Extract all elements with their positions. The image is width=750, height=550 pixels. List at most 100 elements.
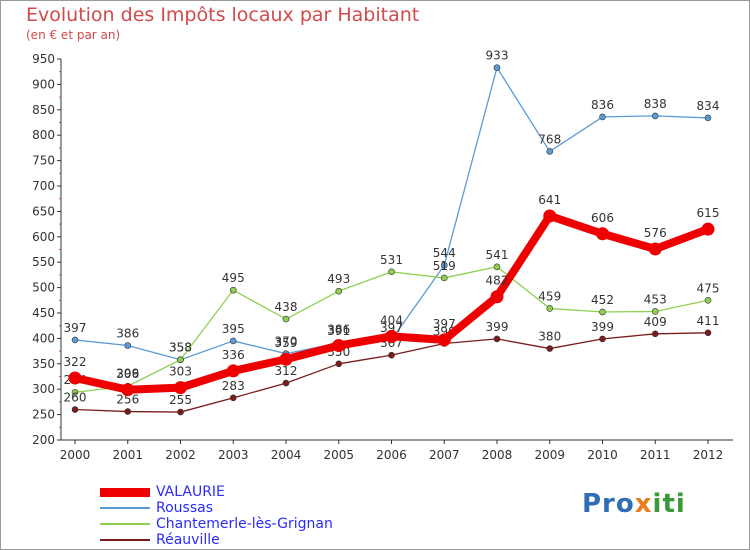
data-label-valaurie-2005: 386 bbox=[327, 323, 350, 337]
data-label-chantemerle-l-s-grignan-2003: 495 bbox=[222, 271, 245, 285]
data-point-chantemerle-l-s-grignan-2009 bbox=[546, 305, 554, 312]
data-label-valaurie-2006: 404 bbox=[380, 313, 403, 327]
proxiti-logo: Proxiti bbox=[582, 489, 686, 519]
data-label-chantemerle-l-s-grignan-2006: 531 bbox=[380, 253, 403, 267]
data-label-roussas-2004: 370 bbox=[275, 335, 298, 349]
data-point-chantemerle-l-s-grignan-2010 bbox=[599, 308, 606, 316]
x-tick-label-2011: 2011 bbox=[640, 448, 671, 462]
data-label-r-auville-2003: 283 bbox=[222, 379, 245, 393]
data-point-r-auville-2001 bbox=[124, 408, 132, 415]
legend-item-roussas: Roussas bbox=[100, 500, 333, 516]
data-point-r-auville-2009 bbox=[546, 345, 554, 352]
data-point-valaurie-2008 bbox=[490, 290, 504, 304]
data-point-valaurie-2010 bbox=[596, 227, 609, 241]
data-point-chantemerle-l-s-grignan-2003 bbox=[229, 286, 237, 294]
y-tick-label-550: 550 bbox=[32, 255, 55, 269]
data-point-chantemerle-l-s-grignan-2008 bbox=[493, 263, 501, 271]
data-label-valaurie-2003: 336 bbox=[222, 348, 245, 362]
data-label-roussas-2009: 768 bbox=[538, 132, 561, 146]
data-point-r-auville-2010 bbox=[599, 335, 606, 343]
legend-label-reauville: Réauville bbox=[156, 532, 220, 548]
chart-title: Evolution des Impôts locaux par Habitant bbox=[26, 4, 420, 26]
data-point-valaurie-2009 bbox=[543, 209, 557, 223]
data-point-roussas-2009 bbox=[546, 148, 554, 155]
data-label-roussas-2011: 838 bbox=[644, 97, 667, 111]
data-label-chantemerle-l-s-grignan-2007: 519 bbox=[433, 259, 456, 273]
data-label-chantemerle-l-s-grignan-2010: 452 bbox=[591, 293, 614, 307]
data-point-r-auville-2011 bbox=[651, 330, 659, 338]
data-label-r-auville-2004: 312 bbox=[275, 364, 298, 378]
data-label-roussas-2005: 391 bbox=[327, 324, 350, 338]
data-point-chantemerle-l-s-grignan-2007 bbox=[440, 274, 448, 282]
data-point-r-auville-2002 bbox=[177, 408, 184, 416]
data-point-valaurie-2012 bbox=[701, 222, 715, 236]
data-label-chantemerle-l-s-grignan-2005: 493 bbox=[327, 272, 350, 286]
data-label-roussas-2010: 836 bbox=[591, 98, 614, 112]
data-point-valaurie-2011 bbox=[648, 242, 662, 256]
y-tick-label-400: 400 bbox=[32, 331, 55, 345]
data-label-roussas-2006: 397 bbox=[380, 321, 403, 335]
data-label-r-auville-2008: 399 bbox=[486, 320, 509, 334]
data-point-chantemerle-l-s-grignan-2006 bbox=[388, 268, 395, 276]
data-point-chantemerle-l-s-grignan-2004 bbox=[282, 315, 290, 323]
legend-item-reauville: Réauville bbox=[100, 532, 333, 548]
x-tick-label-2012: 2012 bbox=[693, 448, 724, 462]
x-tick-label-2006: 2006 bbox=[376, 448, 407, 462]
data-point-chantemerle-l-s-grignan-2005 bbox=[335, 287, 343, 295]
data-point-r-auville-2004 bbox=[282, 379, 290, 387]
data-label-valaurie-2008: 482 bbox=[486, 274, 509, 288]
data-label-chantemerle-l-s-grignan-2012: 475 bbox=[697, 281, 720, 295]
data-label-chantemerle-l-s-grignan-2008: 541 bbox=[486, 248, 509, 262]
data-point-roussas-2011 bbox=[651, 112, 659, 120]
legend-swatch-roussas bbox=[100, 507, 150, 509]
y-tick-label-750: 750 bbox=[32, 154, 55, 168]
data-label-roussas-2012: 834 bbox=[697, 99, 720, 113]
data-point-chantemerle-l-s-grignan-2002 bbox=[177, 356, 184, 364]
data-point-roussas-2010 bbox=[599, 113, 606, 121]
y-tick-label-350: 350 bbox=[32, 357, 55, 371]
data-label-valaurie-2009: 641 bbox=[538, 193, 561, 207]
data-label-r-auville-2002: 255 bbox=[169, 393, 192, 407]
data-point-chantemerle-l-s-grignan-2012 bbox=[704, 296, 712, 304]
legend-swatch-reauville bbox=[100, 539, 150, 541]
data-point-r-auville-2003 bbox=[229, 394, 237, 402]
data-label-r-auville-2000: 260 bbox=[64, 391, 87, 405]
x-tick-label-2009: 2009 bbox=[534, 448, 565, 462]
x-tick-label-2007: 2007 bbox=[429, 448, 460, 462]
chart-legend: VALAURIE Roussas Chantemerle-lès-Grignan… bbox=[100, 484, 333, 548]
data-label-valaurie-2011: 576 bbox=[644, 226, 667, 240]
data-point-r-auville-2012 bbox=[704, 329, 712, 337]
y-tick-label-800: 800 bbox=[32, 128, 55, 142]
data-label-r-auville-2009: 380 bbox=[538, 330, 561, 344]
x-tick-label-2001: 2001 bbox=[112, 448, 143, 462]
data-label-chantemerle-l-s-grignan-2002: 358 bbox=[169, 341, 192, 355]
y-tick-label-900: 900 bbox=[32, 77, 55, 91]
data-point-r-auville-2008 bbox=[493, 335, 501, 343]
y-tick-label-850: 850 bbox=[32, 103, 55, 117]
data-point-valaurie-2000 bbox=[68, 371, 82, 385]
legend-item-valaurie: VALAURIE bbox=[100, 484, 333, 500]
x-tick-label-2010: 2010 bbox=[587, 448, 618, 462]
y-tick-label-650: 650 bbox=[32, 204, 55, 218]
y-tick-label-500: 500 bbox=[32, 281, 55, 295]
data-point-r-auville-2000 bbox=[71, 406, 79, 413]
x-tick-label-2002: 2002 bbox=[165, 448, 196, 462]
data-label-r-auville-2001: 256 bbox=[116, 393, 139, 407]
data-label-chantemerle-l-s-grignan-2004: 438 bbox=[275, 300, 298, 314]
data-label-roussas-2000: 397 bbox=[64, 321, 87, 335]
data-point-valaurie-2007 bbox=[437, 333, 451, 347]
y-tick-label-450: 450 bbox=[32, 306, 55, 320]
data-point-roussas-2003 bbox=[229, 337, 237, 345]
y-tick-label-700: 700 bbox=[32, 179, 55, 193]
y-tick-label-300: 300 bbox=[32, 382, 55, 396]
legend-swatch-chantemerle bbox=[100, 523, 150, 525]
y-tick-label-950: 950 bbox=[32, 52, 55, 66]
data-label-valaurie-2004: 359 bbox=[275, 336, 298, 350]
data-label-valaurie-2000: 322 bbox=[64, 355, 87, 369]
legend-item-chantemerle: Chantemerle-lès-Grignan bbox=[100, 516, 333, 532]
data-point-roussas-2012 bbox=[704, 114, 712, 122]
data-label-roussas-2003: 395 bbox=[222, 322, 245, 336]
y-tick-label-250: 250 bbox=[32, 408, 55, 422]
